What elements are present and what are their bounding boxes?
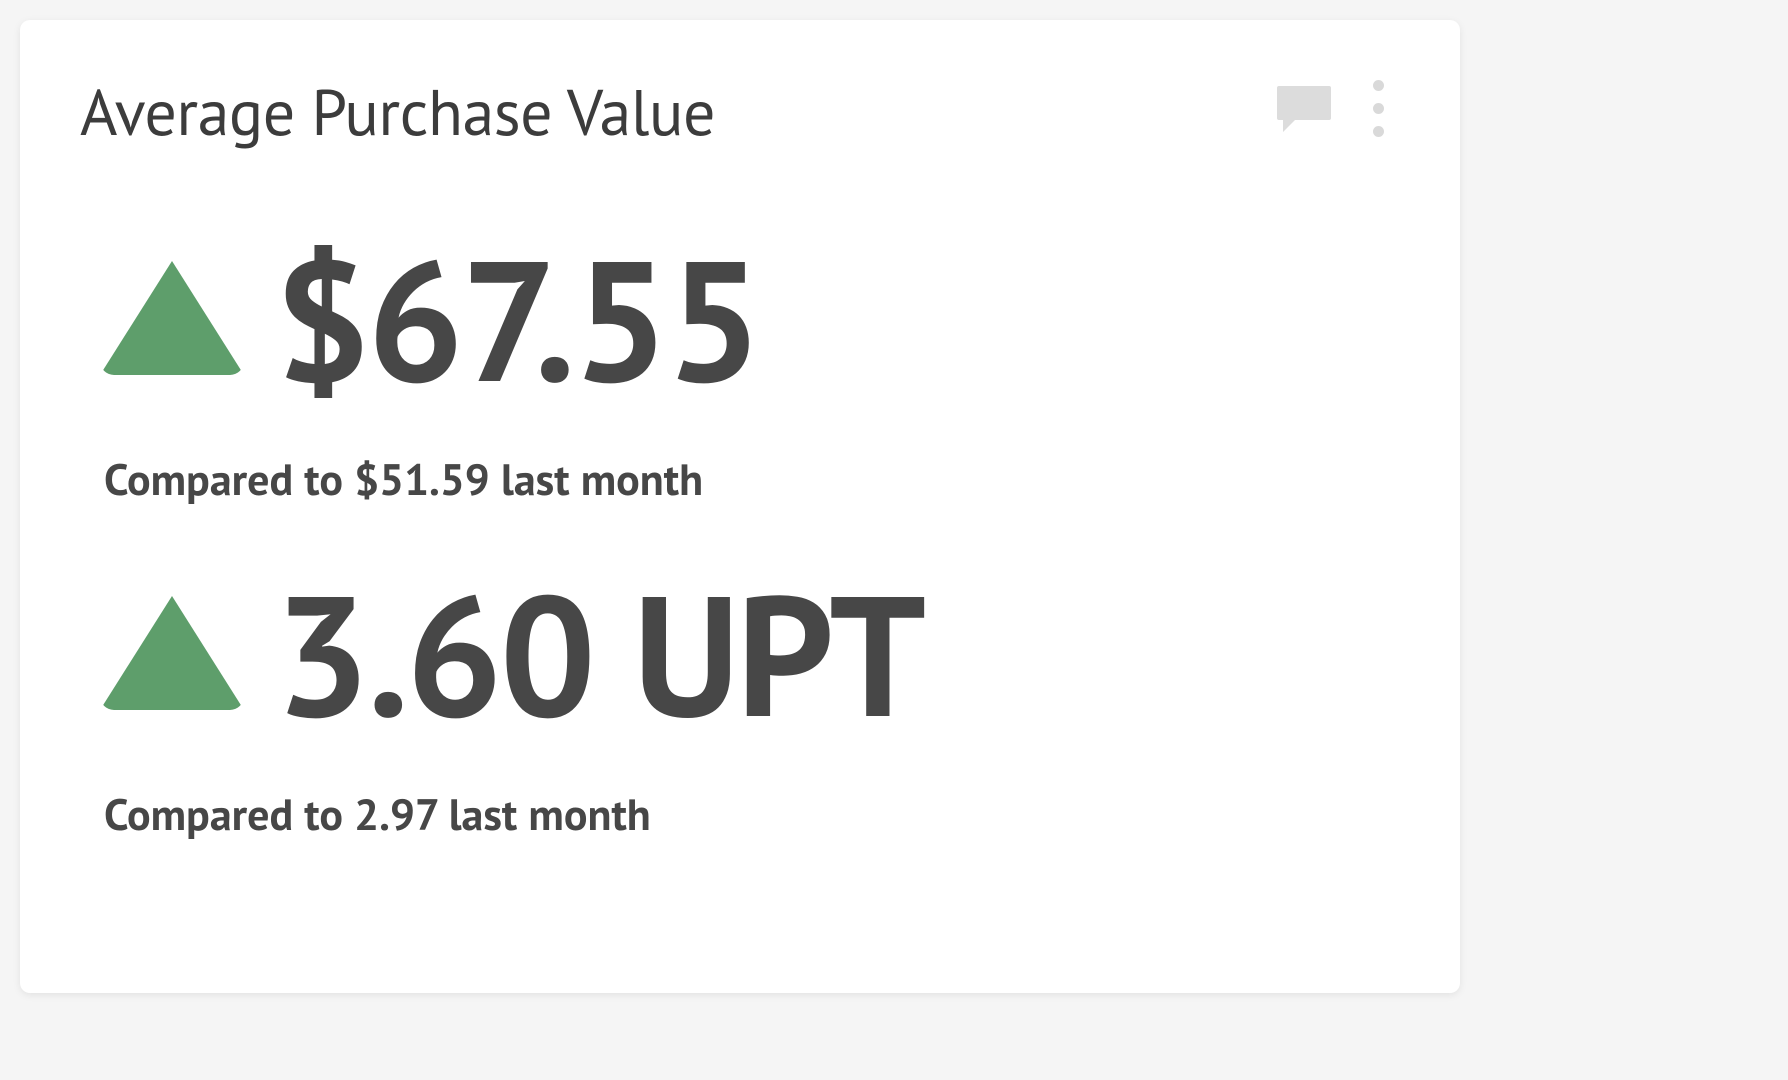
metric-block-apv: $67.55 Compared to $51.59 last month: [80, 233, 1390, 508]
kebab-dot: [1373, 126, 1384, 137]
metric-block-upt: 3.60 UPT Compared to 2.97 last month: [80, 568, 1390, 843]
metric-row: 3.60 UPT: [100, 568, 1390, 738]
metric-value-upt: 3.60 UPT: [274, 568, 923, 738]
metric-row: $67.55: [100, 233, 1390, 403]
comment-icon[interactable]: [1275, 84, 1333, 134]
kebab-dot: [1373, 103, 1384, 114]
kpi-card: Average Purchase Value $67.55 Compared t…: [20, 20, 1460, 993]
metric-compare-apv: Compared to $51.59 last month: [100, 451, 1390, 508]
kebab-dot: [1373, 80, 1384, 91]
kebab-menu-icon[interactable]: [1367, 78, 1390, 139]
metric-compare-upt: Compared to 2.97 last month: [100, 786, 1390, 843]
card-actions: [1275, 70, 1390, 139]
trend-up-icon: [100, 596, 244, 710]
metric-value-apv: $67.55: [274, 233, 760, 403]
card-title: Average Purchase Value: [80, 70, 715, 153]
card-header: Average Purchase Value: [80, 70, 1390, 153]
trend-up-icon: [100, 261, 244, 375]
